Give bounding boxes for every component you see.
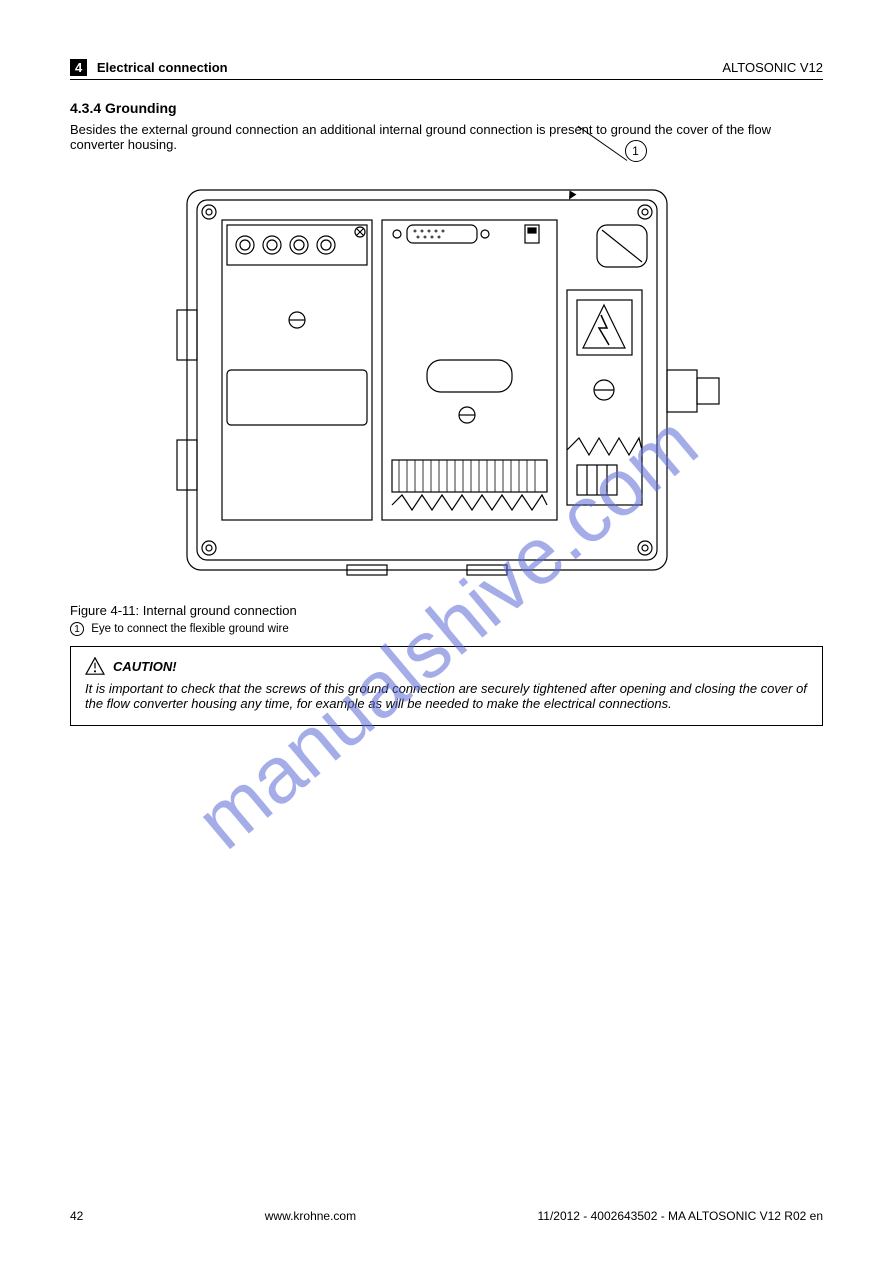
header-section-num: 4 Electrical connection bbox=[70, 60, 228, 75]
warning-triangle-icon bbox=[85, 657, 105, 675]
figure-wrap: 1 bbox=[167, 170, 727, 595]
page-number: 42 bbox=[70, 1209, 83, 1223]
device-diagram bbox=[167, 170, 727, 590]
page-footer: 42 www.krohne.com 11/2012 - 4002643502 -… bbox=[70, 1209, 823, 1223]
header-right: ALTOSONIC V12 bbox=[722, 60, 823, 75]
caution-box: CAUTION! It is important to check that t… bbox=[70, 646, 823, 726]
page-header: 4 Electrical connection ALTOSONIC V12 bbox=[70, 60, 823, 80]
header-left: Electrical connection bbox=[97, 60, 228, 75]
intro-text: Besides the external ground connection a… bbox=[70, 122, 823, 152]
callout-number: 1 bbox=[625, 140, 647, 162]
caution-body: It is important to check that the screws… bbox=[85, 681, 808, 711]
footer-url: www.krohne.com bbox=[265, 1209, 356, 1223]
callout-ref-number: 1 bbox=[70, 622, 84, 636]
footer-docref: 11/2012 - 4002643502 - MA ALTOSONIC V12 … bbox=[537, 1209, 823, 1223]
section-title: 4.3.4 Grounding bbox=[70, 100, 823, 116]
callout-list: 1 Eye to connect the flexible ground wir… bbox=[70, 622, 823, 636]
figure-caption: Figure 4-11: Internal ground connection bbox=[70, 603, 823, 618]
chapter-badge: 4 bbox=[70, 59, 87, 76]
callout-desc: Eye to connect the flexible ground wire bbox=[91, 623, 289, 635]
caution-title: CAUTION! bbox=[113, 659, 177, 674]
